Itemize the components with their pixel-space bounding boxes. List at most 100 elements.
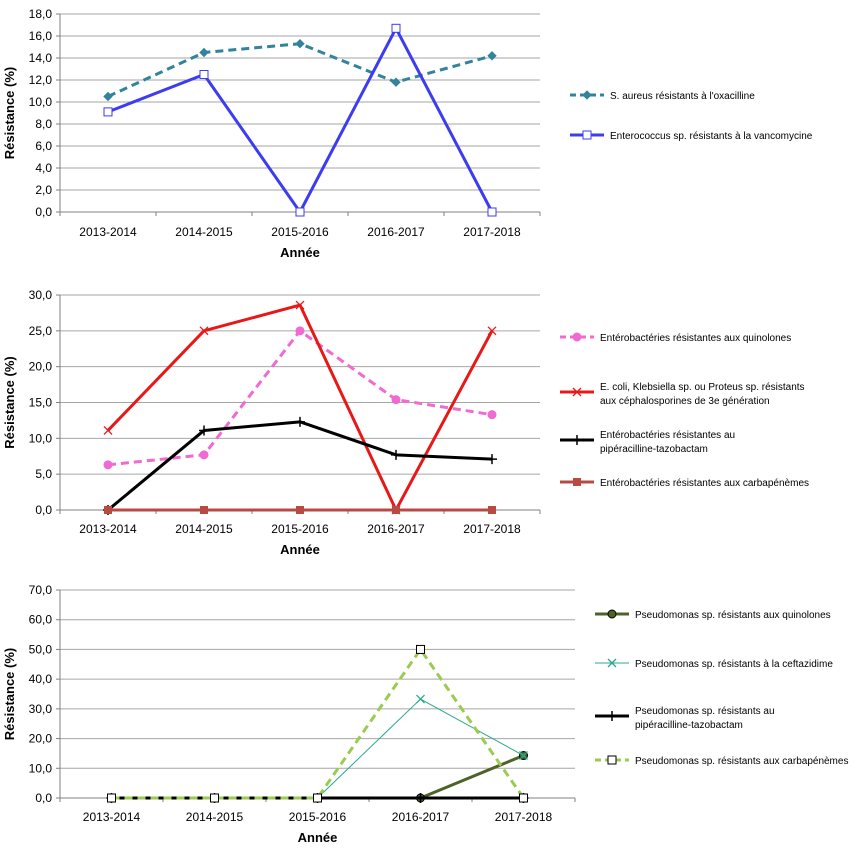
x-tick-label: 2017-2018 [463, 522, 521, 536]
y-tick-label: 0,0 [35, 791, 52, 805]
legend-label: S. aureus résistants à l'oxacilline [610, 91, 755, 102]
y-tick-label: 5,0 [35, 467, 52, 481]
data-point [103, 107, 113, 117]
x-tick-label: 2016-2017 [367, 522, 425, 536]
y-axis-title: Résistance (%) [2, 648, 17, 740]
data-point [199, 326, 209, 336]
series-line [111, 754, 525, 800]
data-point [295, 207, 305, 217]
x-tick-label: 2014-2015 [175, 522, 233, 536]
data-point [519, 793, 528, 803]
data-point [487, 410, 497, 420]
data-point [199, 47, 209, 58]
data-point [391, 23, 401, 33]
data-point [199, 70, 209, 79]
series-4 [104, 506, 496, 514]
legend-marker [607, 609, 617, 619]
data-point [103, 91, 113, 102]
legend-marker [573, 478, 581, 486]
x-tick-label: 2013-2014 [83, 810, 141, 824]
data-point [416, 644, 425, 654]
series-line [107, 420, 493, 512]
data-point [295, 416, 305, 427]
y-tick-label: 0,0 [35, 503, 52, 517]
legend-entry: E. coli, Klebsiella sp. ou Proteus sp. r… [560, 382, 805, 407]
data-point [487, 207, 497, 217]
x-axis-title: Année [298, 830, 338, 845]
series-1 [103, 38, 497, 102]
legend-label: Entérobactéries résistantes aux carbapén… [600, 478, 809, 489]
x-axis-title: Année [280, 245, 320, 260]
legend-label: aux céphalosporines de 3e génération [600, 396, 770, 407]
legend-label: Pseudomonas sp. résistants au [635, 706, 775, 717]
x-tick-label: 2013-2014 [79, 225, 137, 239]
series-line [107, 26, 494, 214]
legend-entry: Pseudomonas sp. résistants aux carbapénè… [595, 755, 848, 767]
y-tick-label: 20,0 [29, 732, 53, 746]
legend-label: Entérobactéries résistantes au [600, 430, 735, 441]
data-point [519, 751, 528, 760]
data-point [391, 449, 401, 460]
legend-marker [572, 387, 582, 397]
chart-1: 0,0 2,0 4,0 6,0 8,0 10,0 12,0 14,0 16,0 18,0 2013-… [2, 7, 813, 260]
series-line [111, 698, 524, 799]
series-line [107, 329, 493, 467]
y-tick-label: 10,0 [29, 431, 53, 445]
legend-entry: Pseudomonas sp. résistants à la ceftazid… [595, 658, 833, 670]
series-2 [103, 23, 497, 217]
y-tick-label: 15,0 [29, 396, 53, 410]
data-point [487, 326, 497, 336]
data-point [391, 77, 401, 87]
y-tick-label: 20,0 [29, 360, 53, 374]
x-tick-label: 2014-2015 [175, 225, 233, 239]
y-tick-label: 12,0 [29, 73, 53, 87]
legend-label: Pseudomonas sp. résistants à la ceftazid… [635, 659, 833, 670]
y-axis-title: Résistance (%) [2, 356, 17, 448]
data-point [199, 450, 209, 460]
y-tick-label: 10,0 [29, 761, 53, 775]
legend-label: Entérobactéries résistantes aux quinolon… [600, 333, 791, 344]
data-point [199, 425, 209, 436]
data-point [313, 793, 322, 803]
y-tick-label: 2,0 [35, 183, 52, 197]
legend-label: Pseudomonas sp. résistants aux carbapénè… [635, 756, 848, 767]
legend-marker [582, 130, 592, 140]
x-tick-label: 2016-2017 [392, 810, 450, 824]
legend-entry: Pseudomonas sp. résistants au pipéracilli… [595, 706, 775, 731]
legend-entry: Entérobactéries résistantes aux carbapén… [560, 478, 809, 489]
data-point [415, 793, 426, 803]
y-tick-label: 50,0 [29, 642, 53, 656]
legend-entry: Entérobactéries résistantes aux quinolon… [560, 332, 791, 344]
data-point [296, 506, 304, 514]
y-tick-label: 70,0 [29, 583, 53, 597]
data-point [416, 694, 425, 704]
y-tick-label: 4,0 [35, 161, 52, 175]
legend-entry: S. aureus résistants à l'oxacilline [570, 90, 755, 102]
x-tick-label: 2013-2014 [79, 522, 137, 536]
legend-entry: Entérobactéries résistantes au pipéracill… [560, 430, 735, 455]
y-tick-label: 25,0 [29, 324, 53, 338]
x-tick-label: 2017-2018 [463, 225, 521, 239]
y-tick-label: 8,0 [35, 117, 52, 131]
series-line [106, 303, 494, 512]
series-line [111, 647, 525, 800]
x-tick-label: 2016-2017 [367, 225, 425, 239]
y-tick-label: 30,0 [29, 702, 53, 716]
data-point [391, 395, 401, 405]
x-tick-label: 2015-2016 [271, 522, 329, 536]
y-tick-label: 6,0 [35, 139, 52, 153]
y-tick-label: 30,0 [29, 288, 53, 302]
legend-label: pipéracilline-tazobactam [635, 720, 743, 731]
x-tick-label: 2015-2016 [271, 225, 329, 239]
y-tick-label: 60,0 [29, 613, 53, 627]
data-point [103, 460, 113, 470]
legend-marker [607, 711, 617, 721]
x-tick-label: 2015-2016 [289, 810, 347, 824]
legend-marker [572, 332, 582, 342]
series-1 [103, 326, 497, 470]
chart-2: 0,0 5,0 10,0 15,0 20,0 25,0 30,0 2013-2014 2014-… [2, 288, 809, 557]
y-tick-label: 14,0 [29, 51, 53, 65]
legend-entry: Pseudomonas sp. résistants aux quinolone… [595, 609, 831, 621]
y-tick-label: 10,0 [29, 95, 53, 109]
